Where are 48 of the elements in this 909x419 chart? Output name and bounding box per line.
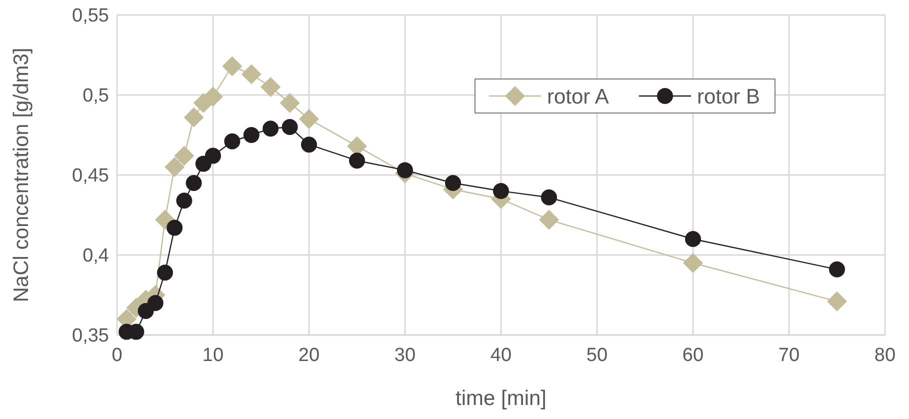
point [241,64,262,84]
point [282,119,298,135]
x-axis-title: time [min] [455,387,547,410]
point [203,86,223,107]
point [541,189,557,206]
point [445,175,461,191]
x-tick-label: 60 [682,345,704,366]
x-tick-label: 70 [778,345,800,366]
legend-label: rotor A [547,85,609,108]
point [166,220,183,236]
point [164,157,185,177]
y-tick-label: 0,5 [82,86,109,107]
point [349,152,365,169]
point [157,264,173,281]
point [262,120,279,137]
point [174,146,194,166]
x-tick-label: 0 [112,345,122,366]
point [493,183,509,199]
x-tick-label: 30 [394,345,416,366]
point [186,175,202,191]
point [301,136,317,153]
point [829,261,845,278]
x-tick-label: 20 [298,345,320,366]
x-tick-label: 50 [586,345,608,366]
point [184,107,204,128]
point [260,77,281,97]
x-tick-label: 80 [874,345,896,366]
x-tick-label: 40 [490,345,512,366]
point [224,133,240,150]
y-tick-label: 0,45 [72,166,109,187]
y-tick-label: 0,35 [72,326,109,347]
point [280,93,300,113]
point [685,231,701,247]
y-axis-title: NaCl concentration [g/dm3] [10,48,33,302]
point [147,295,164,311]
point [243,127,260,143]
y-tick-label: 0,55 [72,6,109,27]
legend-label: rotor B [697,85,760,108]
point [397,162,413,178]
y-tick-label: 0,4 [82,246,110,267]
point [539,210,559,230]
point [222,56,242,76]
point [683,253,703,273]
point [827,291,847,312]
point [176,192,192,209]
point [205,148,221,164]
point [299,109,319,129]
x-tick-label: 10 [202,345,224,366]
